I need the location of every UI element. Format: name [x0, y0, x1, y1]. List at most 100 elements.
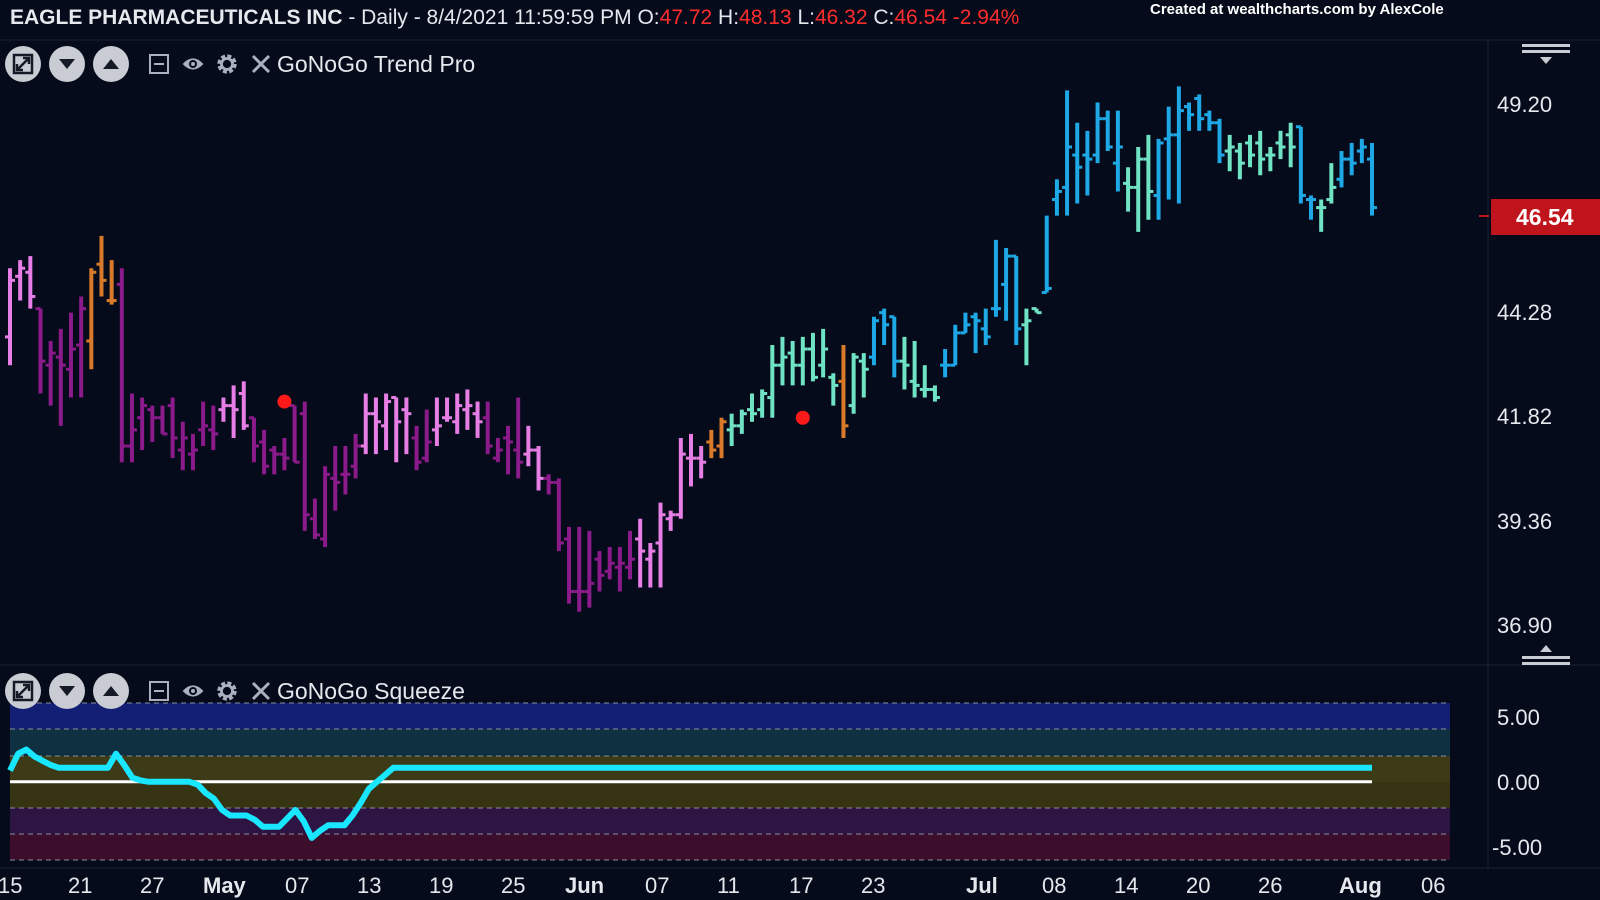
settings-button[interactable] [215, 679, 239, 703]
eye-icon [182, 58, 204, 70]
band-weak-nogo [10, 808, 1450, 834]
triangle-down-icon [59, 59, 75, 69]
date-axis-label: 15 [0, 873, 22, 898]
maximize-panel-button[interactable] [5, 46, 41, 82]
ohlc-bar [1336, 151, 1347, 188]
ohlc-bar [675, 437, 686, 519]
ohlc-bar [625, 530, 636, 580]
ohlc-bar [584, 530, 595, 608]
ohlc-bar [1011, 254, 1022, 345]
ohlc-bar [126, 393, 137, 463]
ohlc-bar [340, 446, 351, 495]
ohlc-bar [564, 526, 575, 604]
eye-icon [182, 685, 204, 697]
ohlc-bar [757, 389, 768, 418]
ohlc-bar [55, 328, 66, 426]
interval-datetime: - Daily - 8/4/2021 11:59:59 PM [342, 6, 632, 29]
ohlc-bar [523, 425, 534, 467]
squeeze-axis-label: -5.00 [1492, 835, 1542, 860]
remove-indicator-button[interactable] [249, 679, 273, 703]
price-panel-toolbar: GoNoGo Trend Pro [5, 44, 475, 84]
ohlc-bar [1255, 130, 1266, 176]
date-axis-label: 19 [429, 873, 453, 898]
collapse-button[interactable] [147, 52, 171, 76]
scale-handle-bottom[interactable] [1522, 645, 1570, 665]
date-axis-label: 08 [1042, 873, 1066, 898]
collapse-button[interactable] [147, 679, 171, 703]
ohlc-bar [1001, 248, 1012, 321]
ohlc-bar [848, 353, 859, 414]
ohlc-bar [5, 268, 15, 366]
ohlc-bar [696, 446, 707, 479]
maximize-panel-button[interactable] [5, 673, 41, 709]
ohlc-bar [1285, 122, 1296, 168]
ohlc-bar [899, 336, 910, 390]
ohlc-bar [1133, 146, 1144, 232]
visibility-button[interactable] [181, 52, 205, 76]
remove-indicator-button[interactable] [249, 52, 273, 76]
squeeze-layer [7, 746, 1372, 841]
ohlc-bar [970, 312, 981, 354]
date-axis-label: 20 [1186, 873, 1210, 898]
triangle-up-icon [103, 59, 119, 69]
move-panel-up-button[interactable] [93, 673, 129, 709]
symbol-title: EAGLE PHARMACEUTICALS INC - Daily - 8/4/… [10, 6, 1019, 30]
last-price-box [1491, 199, 1600, 235]
high-value: 48.13 [739, 6, 792, 29]
date-axis-label: 06 [1421, 873, 1445, 898]
ohlc-bar [147, 405, 158, 442]
ohlc-bar [472, 401, 483, 438]
gear-icon [217, 54, 237, 74]
move-panel-up-button[interactable] [93, 46, 129, 82]
ohlc-bar [1143, 134, 1154, 220]
squeeze-panel-title: GoNoGo Squeeze [277, 677, 465, 704]
ohlc-bar [187, 433, 198, 471]
ohlc-bar [655, 502, 666, 588]
open-value: 47.72 [659, 6, 713, 29]
ohlc-bar [320, 466, 331, 548]
price-axis: 49.20 44.28 41.82 39.36 36.90 [1497, 92, 1552, 638]
ohlc-bar [645, 543, 656, 588]
ohlc-bar [411, 425, 422, 471]
ohlc-bar [1275, 130, 1286, 160]
low-value: 46.32 [814, 6, 868, 29]
move-panel-down-button[interactable] [49, 673, 85, 709]
date-axis-label: 23 [861, 873, 885, 898]
ohlc-bar [289, 404, 300, 464]
ohlc-bar [686, 433, 696, 487]
credit-text: Created at wealthcharts.com by AlexCole [1150, 1, 1444, 18]
ohlc-bar [1092, 102, 1103, 164]
ohlc-bar [279, 437, 290, 471]
ohlc-bar [787, 340, 798, 386]
ohlc-bar [746, 393, 757, 422]
price-axis-label: 36.90 [1497, 613, 1552, 638]
ohlc-bar [960, 312, 971, 335]
squeeze-axis-label: 0.00 [1497, 770, 1540, 795]
visibility-button[interactable] [181, 679, 205, 703]
ohlc-bar [198, 401, 209, 447]
price-panel-title: GoNoGo Trend Pro [277, 50, 476, 77]
ohlc-bar [706, 429, 717, 459]
ohlc-bar [929, 385, 940, 402]
ohlc-bar [1326, 163, 1337, 204]
ohlc-bar [1041, 215, 1052, 294]
squeeze-axis-label: 5.00 [1497, 705, 1540, 730]
ohlc-bar [574, 526, 585, 612]
countertrend-dot [277, 394, 292, 409]
ohlc-bar [858, 353, 869, 398]
price-axis-label: 41.82 [1497, 404, 1552, 429]
ohlc-bar [767, 345, 778, 418]
last-price-tag: 46.54 [1479, 199, 1600, 235]
ohlc-bar [299, 401, 310, 531]
move-panel-down-button[interactable] [49, 46, 85, 82]
scale-handle-top[interactable] [1522, 44, 1570, 64]
ohlc-bar [1194, 94, 1205, 131]
ohlc-bar [157, 405, 168, 436]
open-label: O: [637, 6, 660, 29]
ohlc-bar [1163, 106, 1174, 200]
settings-button[interactable] [215, 52, 239, 76]
collapse-icon [149, 54, 169, 74]
date-axis-label: 07 [645, 873, 669, 898]
ohlc-bar [1356, 138, 1367, 164]
